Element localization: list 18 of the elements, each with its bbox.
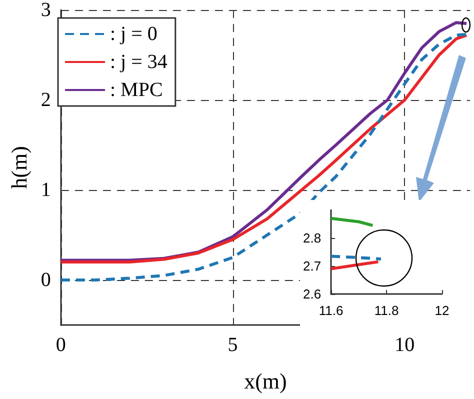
y-axis-title: h(m)	[6, 146, 32, 189]
x-tick-label: 12	[434, 303, 450, 318]
y-tick-label: 3	[40, 0, 51, 21]
y-tick-label: 1	[40, 179, 51, 201]
legend-label: : j = 34	[110, 51, 168, 73]
x-tick-label: 10	[394, 334, 415, 356]
x-axis-title: x(m)	[244, 368, 287, 394]
y-tick-label: 2	[40, 89, 51, 111]
legend-label: : j = 0	[110, 23, 158, 45]
y-tick-label: 2.7	[302, 258, 322, 274]
legend-label: : MPC	[110, 79, 163, 101]
x-tick-label: 11.6	[318, 303, 344, 318]
y-tick-label: 0	[40, 269, 51, 291]
y-tick-label: 2.6	[302, 286, 322, 302]
x-tick-label: 11.8	[374, 303, 399, 318]
y-tick-label: 2.8	[302, 230, 322, 246]
x-tick-label: 5	[228, 334, 238, 356]
x-tick-label: 0	[56, 334, 66, 356]
